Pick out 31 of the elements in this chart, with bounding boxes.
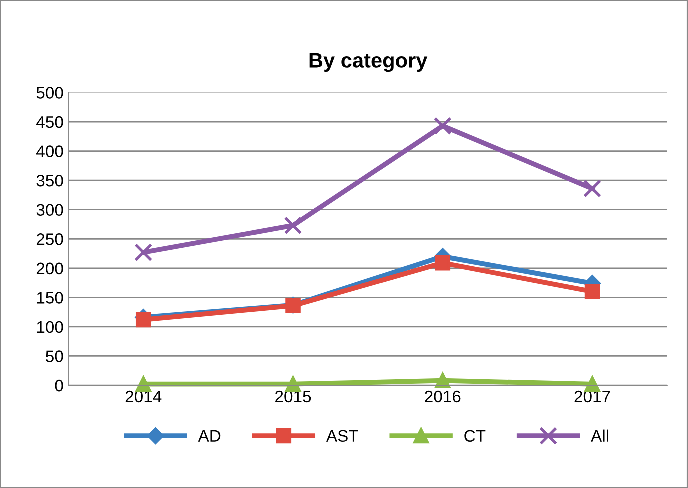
legend-label: AST bbox=[326, 430, 358, 442]
y-tick-label: 0 bbox=[55, 380, 64, 392]
chart-title: By category bbox=[310, 53, 428, 72]
legend-label: CT bbox=[464, 430, 486, 442]
x-tick-label: 2016 bbox=[425, 390, 461, 403]
point bbox=[435, 255, 451, 271]
legend-label: All bbox=[591, 430, 608, 442]
y-tick-label: 100 bbox=[37, 321, 64, 334]
legend-label: AD bbox=[198, 430, 221, 442]
y-tick-label: 250 bbox=[36, 234, 64, 246]
point bbox=[584, 284, 600, 300]
y-tick-label: 200 bbox=[36, 262, 64, 275]
x-tick-label: 2017 bbox=[574, 390, 610, 403]
x-tick-label: 2014 bbox=[126, 390, 162, 403]
point bbox=[134, 244, 153, 262]
point bbox=[435, 373, 451, 388]
y-tick-label: 150 bbox=[37, 292, 64, 304]
point bbox=[584, 376, 600, 392]
y-tick-label: 300 bbox=[36, 204, 64, 216]
y-tick-label: 50 bbox=[46, 350, 64, 362]
x-tick-label: 2015 bbox=[276, 390, 312, 403]
point bbox=[434, 117, 452, 136]
y-tick-label: 500 bbox=[36, 87, 64, 99]
point bbox=[286, 376, 301, 392]
point bbox=[284, 216, 302, 235]
y-tick-label: 450 bbox=[36, 116, 64, 128]
point bbox=[584, 180, 602, 198]
y-tick-label: 350 bbox=[36, 174, 64, 187]
y-tick-label: 400 bbox=[36, 146, 64, 158]
point bbox=[136, 312, 152, 328]
point bbox=[136, 376, 152, 392]
